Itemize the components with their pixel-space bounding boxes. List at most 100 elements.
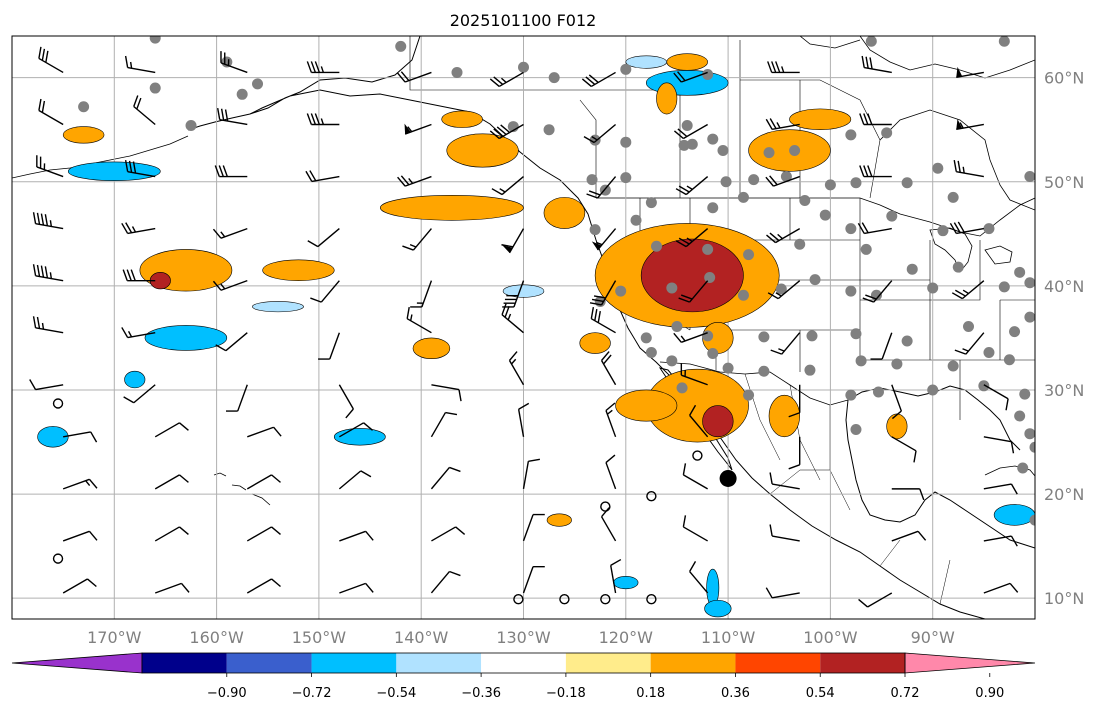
station-marker xyxy=(794,238,806,250)
wind-barb xyxy=(983,384,1009,411)
colorbar-upper-extension xyxy=(904,652,1036,674)
longitude-tick-label: 170°W xyxy=(87,628,142,647)
wind-barb xyxy=(397,175,432,187)
station-marker xyxy=(845,223,857,235)
wind-barb xyxy=(410,280,433,308)
station-marker xyxy=(845,389,857,401)
station-marker xyxy=(185,120,197,132)
wind-barb xyxy=(767,61,800,74)
station-marker xyxy=(947,360,959,372)
station-marker xyxy=(799,194,811,206)
wind-barb xyxy=(404,123,432,135)
positive-anomaly-area xyxy=(789,108,852,130)
station-marker xyxy=(1024,171,1035,183)
positive-anomaly-area xyxy=(412,337,451,360)
calm-wind-circle xyxy=(559,594,570,605)
station-marker xyxy=(860,243,872,255)
station-marker xyxy=(252,78,264,90)
colorbar-segment xyxy=(142,653,227,673)
positive-anomaly-area xyxy=(441,110,483,128)
station-marker xyxy=(666,282,678,294)
negative-anomaly-area xyxy=(704,599,732,618)
hudson-bay-outline xyxy=(879,109,1035,211)
station-marker xyxy=(743,389,755,401)
wind-barb xyxy=(154,474,189,490)
station-marker xyxy=(589,224,601,236)
station-marker xyxy=(645,197,657,209)
colorbar-frame xyxy=(141,652,906,674)
longitude-tick-label: 130°W xyxy=(496,628,551,647)
wind-barb xyxy=(765,587,800,599)
wind-barb xyxy=(123,384,156,404)
cuba-outline xyxy=(984,465,1035,477)
wind-barb xyxy=(220,51,248,74)
wind-barb xyxy=(491,176,524,196)
wind-barb xyxy=(678,280,709,303)
wind-barb xyxy=(215,332,248,352)
colorbar-segment xyxy=(650,653,736,673)
latitude-tick-label: 50°N xyxy=(1044,173,1084,192)
wind-barb xyxy=(581,71,616,88)
wind-barb xyxy=(489,123,524,140)
positive-anomaly-area xyxy=(666,53,708,71)
positive-anomaly-area xyxy=(262,259,335,281)
wind-barb xyxy=(682,515,708,542)
wind-barb xyxy=(765,118,800,131)
station-marker xyxy=(881,127,893,139)
station-marker xyxy=(630,214,642,226)
negative-anomaly-area xyxy=(502,284,545,298)
station-marker xyxy=(763,147,775,159)
colorbar-tick-label: −0.72 xyxy=(292,686,332,701)
wind-barb xyxy=(591,228,617,251)
hawaii-islands xyxy=(213,472,271,506)
negative-anomaly-area xyxy=(333,428,386,446)
station-marker xyxy=(932,162,944,174)
positive-anomaly-area xyxy=(546,513,572,527)
wind-barb xyxy=(124,160,156,178)
positive-anomaly-area xyxy=(702,405,734,438)
wind-barb xyxy=(36,155,64,178)
wind-barbs xyxy=(29,46,1019,608)
station-marker xyxy=(891,358,903,370)
calm-wind-circle xyxy=(513,594,524,605)
longitude-labels: 170°W 160°W 150°W 140°W 130°W 120°W 110°W 100°W… xyxy=(87,628,955,647)
station-marker xyxy=(978,380,990,392)
wind-barb xyxy=(430,570,461,594)
calm-wind-circle xyxy=(52,398,64,409)
station-marker xyxy=(998,281,1010,293)
wind-barb xyxy=(767,280,801,300)
station-marker xyxy=(850,328,862,340)
station-marker xyxy=(855,355,867,367)
station-marker xyxy=(681,120,693,132)
station-marker xyxy=(1024,428,1035,440)
figure-title: 2025101100 F012 xyxy=(450,11,597,30)
wind-barb xyxy=(501,228,525,254)
wind-barb xyxy=(32,264,64,282)
latitude-labels: 60°N 50°N 40°N 30°N 20°N 10°N xyxy=(1044,69,1084,609)
positive-anomaly-area xyxy=(640,238,744,313)
station-marker xyxy=(707,348,719,360)
colorbar-segment xyxy=(820,653,905,673)
station-marker xyxy=(702,243,714,255)
center-point-marker xyxy=(719,469,737,487)
station-marker xyxy=(850,424,862,436)
longitude-tick-label: 160°W xyxy=(189,628,244,647)
colorbar-tick-label: −0.18 xyxy=(546,686,586,701)
wind-barb xyxy=(605,402,617,438)
wind-barb xyxy=(216,107,248,126)
center-marker xyxy=(719,469,737,487)
wind-barb xyxy=(517,402,530,437)
wind-barb xyxy=(318,332,341,360)
wind-barb xyxy=(605,454,617,490)
us-canada-border xyxy=(596,197,1035,237)
station-marker xyxy=(845,129,857,141)
wind-barb xyxy=(397,71,432,83)
wind-barb xyxy=(306,113,340,126)
colorbar-tick-label: −0.90 xyxy=(207,686,247,701)
station-marker xyxy=(548,72,560,84)
colorbar-tick-label: 0.18 xyxy=(636,686,665,701)
wind-barb xyxy=(891,530,927,542)
station-marker xyxy=(149,36,161,44)
wind-barb xyxy=(62,530,98,542)
